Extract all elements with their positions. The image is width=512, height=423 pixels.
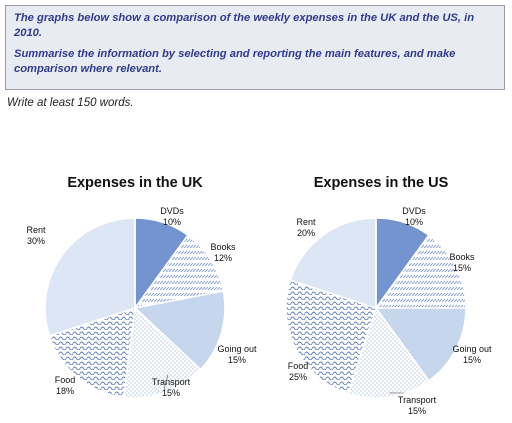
task-box: The graphs below show a comparison of th… [5,5,505,90]
slice-label-dvds: DVDs 10% [160,206,184,227]
slice-label-rent: Rent 30% [26,225,46,246]
pie-slice-going-out [133,290,226,371]
pie-slice-books [374,234,467,309]
chart-title-us: Expenses in the US [313,175,449,191]
pie-slice-transport [347,306,431,399]
pie-slice-food [285,279,378,395]
pie-slice-food [48,306,136,399]
task-instruction: Summarise the information by selecting a… [14,48,456,75]
slice-label-rent: Rent 20% [296,217,316,238]
pie-us-svg: DVDs 10% Books 15% Going out 15% Transport 15% F… [285,206,492,416]
pie-chart-uk: Expenses in the UK DVDs 10% Books 12% Going … [10,170,260,423]
slice-label-books: Books 15% [449,252,475,273]
pie-slice-books [133,234,225,310]
pie-slice-rent [289,217,377,310]
pie-uk-svg: DVDs 10% Books 12% Going out 15% Transport 15% F… [26,206,257,399]
slice-label-going-out: Going out 15% [217,344,257,365]
slice-label-transport: Transport 15% [398,395,437,416]
pie-chart-us: Expenses in the US DVDs 10% Books 15% Going … [256,170,506,423]
chart-title-uk: Expenses in the UK [67,175,203,191]
task-prompt: The graphs below show a comparison of th… [14,12,475,39]
slice-label-dvds: DVDs 10% [402,206,426,227]
leader-line-transport [163,374,169,389]
pie-slice-rent [44,217,136,337]
word-requirement: Write at least 150 words. [7,97,134,109]
slice-label-transport: Transport 15% [152,377,191,398]
slice-label-going-out: Going out 15% [452,344,492,365]
pie-slice-transport [122,306,202,399]
slice-label-food: Food 25% [288,361,309,382]
pie-slice-going-out [374,307,467,382]
slice-label-books: Books 12% [210,242,236,263]
slice-label-food: Food 18% [55,375,76,396]
